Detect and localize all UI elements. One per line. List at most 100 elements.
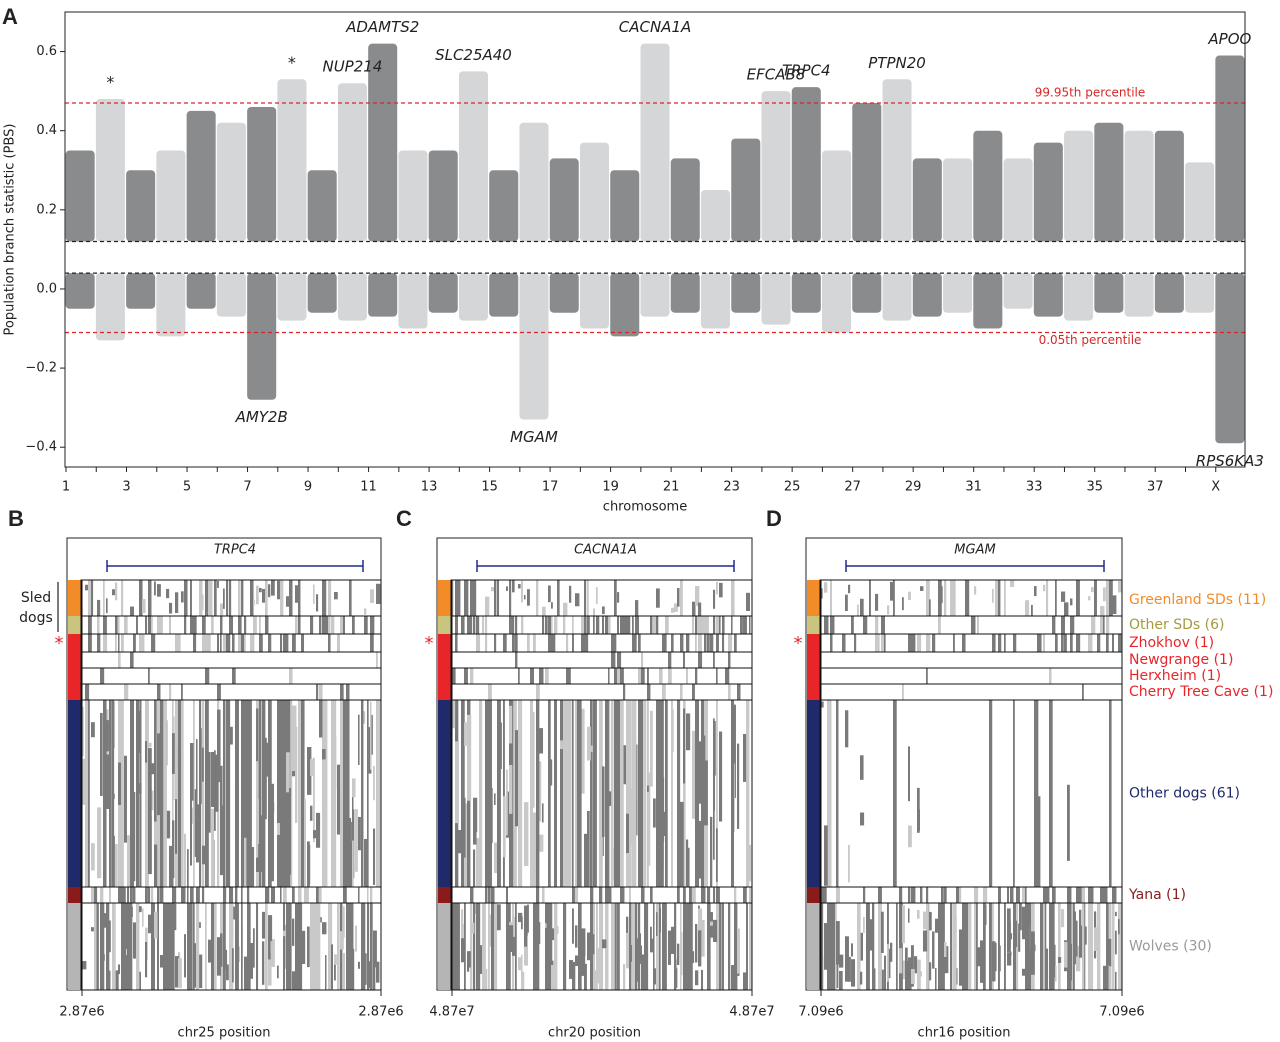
haplotype-cell: [506, 769, 508, 836]
haplotype-cell: [470, 922, 475, 934]
haplotype-cell: [596, 903, 598, 990]
haplotype-cell: [364, 838, 368, 887]
haplotype-cell: [479, 700, 483, 887]
pbs-min-column: [912, 273, 942, 317]
haplotype-cell: [545, 668, 549, 684]
haplotype-cell: [917, 959, 921, 990]
pbs-min-column: [458, 273, 488, 321]
pbs-max-column: [761, 91, 791, 242]
haplotype-cell: [106, 754, 110, 809]
haplotype-cell: [97, 807, 102, 879]
haplotype-cell: [226, 964, 229, 981]
haplotype-cell: [1076, 634, 1081, 652]
haplotype-cell: [632, 634, 636, 652]
haplotype-cell: [536, 684, 540, 700]
haplotype-cell: [1052, 887, 1056, 903]
haplotype-cell: [280, 634, 283, 652]
haplotype-cell: [620, 887, 625, 903]
haplotype-cell: [145, 616, 148, 634]
haplotype-cell: [662, 634, 666, 652]
haplotype-cell: [596, 947, 600, 984]
haplotype-cell: [617, 592, 620, 603]
haplotype-cell: [878, 903, 882, 990]
haplotype-cell: [331, 944, 334, 990]
group-strip: [438, 684, 452, 700]
x-tick-label: 15: [481, 480, 498, 495]
haplotype-cell: [875, 634, 878, 652]
haplotype-cell: [358, 714, 360, 766]
haplotype-cell: [250, 847, 255, 887]
gene-label: TRPC4: [782, 62, 831, 80]
haplotype-cell: [304, 798, 306, 887]
haplotype-cell: [1070, 634, 1073, 652]
haplotype-cell: [707, 634, 710, 652]
gene-label: AMY2B: [235, 408, 288, 426]
haplotype-cell: [316, 594, 319, 612]
haplotype-cell: [133, 791, 136, 882]
haplotype-cell: [908, 634, 913, 652]
haplotype-cell: [680, 634, 684, 652]
haplotype-cell: [911, 969, 915, 984]
gene-label: SLC25A40: [435, 46, 512, 64]
pbs-max-column: [1124, 130, 1154, 242]
pbs-min-column: [852, 273, 882, 313]
haplotype-cell: [734, 634, 737, 652]
haplotype-cell: [881, 634, 886, 652]
haplotype-cell: [884, 634, 886, 652]
group-legend: Other dogs (61): [1129, 786, 1240, 802]
haplotype-cell: [1103, 887, 1108, 903]
haplotype-cell: [121, 700, 124, 887]
haplotype-cell: [587, 810, 590, 887]
haplotype-cell: [169, 616, 172, 634]
haplotype-cell: [151, 950, 153, 989]
haplotype-cell: [322, 700, 326, 887]
haplotype-cell: [265, 742, 269, 777]
haplotype-cell: [581, 938, 586, 976]
haplotype-cell: [530, 668, 534, 684]
haplotype-cell: [701, 616, 705, 634]
haplotype-cell: [172, 887, 177, 903]
haplotype-cell: [728, 634, 733, 652]
haplotype-cell: [283, 700, 285, 887]
haplotype-cell: [1055, 580, 1057, 616]
haplotype-cell: [256, 761, 259, 858]
haplotype-cell: [139, 580, 143, 616]
haplotype-cell: [452, 903, 457, 990]
haplotype-cell: [1091, 903, 1094, 990]
y-axis-label: Population branch statistic (PBS): [3, 124, 18, 336]
haplotype-cell: [304, 887, 308, 903]
pbs-min-column: [640, 273, 670, 317]
haplotype-cell: [277, 700, 281, 887]
haplotype-cell: [539, 728, 544, 754]
group-strip: [438, 903, 452, 990]
haplotype-cell: [692, 684, 695, 700]
haplotype-cell: [491, 903, 495, 990]
haplotype-cell: [109, 709, 111, 790]
haplotype-cell: [286, 634, 289, 652]
haplotype-cell: [578, 903, 582, 990]
haplotype-cell: [617, 668, 622, 684]
haplotype-cell: [974, 903, 977, 990]
haplotype-cell: [479, 945, 483, 959]
pbs-min-column: [1124, 273, 1154, 317]
haplotype-cell: [358, 887, 360, 903]
haplotype-cell: [283, 830, 288, 862]
haplotype-cell: [268, 953, 272, 986]
haplotype-cell: [286, 903, 290, 990]
haplotype-cell: [127, 903, 131, 990]
haplotype-cell: [866, 930, 868, 972]
haplotype-cell: [680, 684, 683, 700]
haplotype-cell: [370, 903, 373, 990]
haplotype-cell: [593, 616, 595, 634]
haplotype-cell: [259, 700, 262, 887]
haplotype-cell: [473, 849, 476, 887]
haplotype-cell: [926, 634, 931, 652]
haplotype-cell: [623, 745, 628, 785]
haplotype-cell: [364, 608, 367, 615]
haplotype-cell: [1106, 580, 1111, 616]
haplotype-cell: [100, 712, 103, 797]
group-strip: [807, 684, 821, 700]
haplotype-cell: [283, 634, 287, 652]
haplotype-cell: [611, 634, 615, 652]
haplotype-cell: [262, 941, 265, 985]
